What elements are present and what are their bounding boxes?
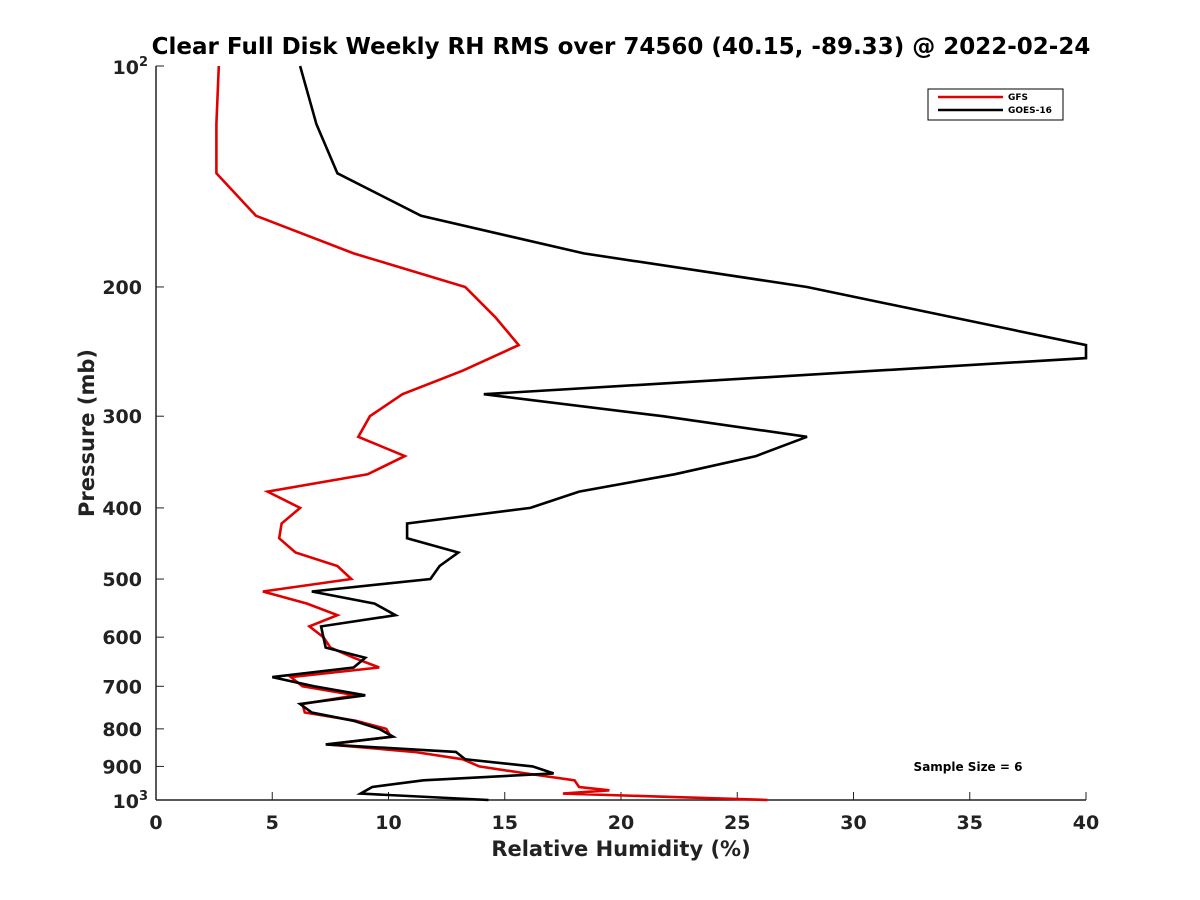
x-tick-label: 25	[724, 812, 750, 834]
x-tick-label: 20	[608, 812, 634, 834]
legend: GFS GOES-16	[927, 88, 1064, 121]
y-tick-label-exponent: 3	[139, 789, 148, 804]
y-tick-label: 700	[102, 676, 142, 698]
legend-box	[927, 88, 1064, 121]
sample-size-note: Sample Size = 6	[914, 760, 1023, 774]
y-axis-label: Pressure (mb)	[75, 349, 99, 517]
x-axis-label: Relative Humidity (%)	[491, 837, 750, 861]
x-tick-label: 35	[957, 812, 983, 834]
legend-label-goes16: GOES-16	[1008, 106, 1052, 116]
y-tick-label-base: 10	[113, 791, 139, 813]
series-line-goes-16	[272, 65, 1088, 802]
y-tick-label: 900	[102, 756, 142, 778]
y-tick-label: 102	[113, 55, 149, 79]
series-line-gfs	[215, 65, 768, 802]
y-tick-label: 300	[102, 406, 142, 428]
plot-area: 0 5 10 15 20 25 30 35 40102200300400500600700800…	[102, 55, 1099, 834]
y-tick-label: 500	[102, 569, 142, 591]
y-tick-label-exponent: 2	[139, 55, 148, 70]
x-tick-label: 15	[492, 812, 518, 834]
series-lines	[215, 65, 1088, 802]
x-tick-label: 30	[840, 812, 866, 834]
x-tick-label: 40	[1073, 812, 1099, 834]
x-tick-label: 5	[266, 812, 279, 834]
y-tick-label-base: 10	[113, 57, 139, 79]
y-tick-label: 400	[102, 498, 142, 520]
y-tick-label: 600	[102, 627, 142, 649]
legend-label-gfs: GFS	[1008, 93, 1028, 103]
y-tick-label: 103	[113, 789, 149, 813]
ticks: 0 5 10 15 20 25 30 35 40102200300400500600700800…	[102, 55, 1099, 834]
y-tick-label: 200	[102, 277, 142, 299]
chart-title: Clear Full Disk Weekly RH RMS over 74560…	[152, 34, 1091, 60]
x-tick-label: 10	[375, 812, 401, 834]
x-tick-label: 0	[149, 812, 162, 834]
y-tick-label: 800	[102, 719, 142, 741]
